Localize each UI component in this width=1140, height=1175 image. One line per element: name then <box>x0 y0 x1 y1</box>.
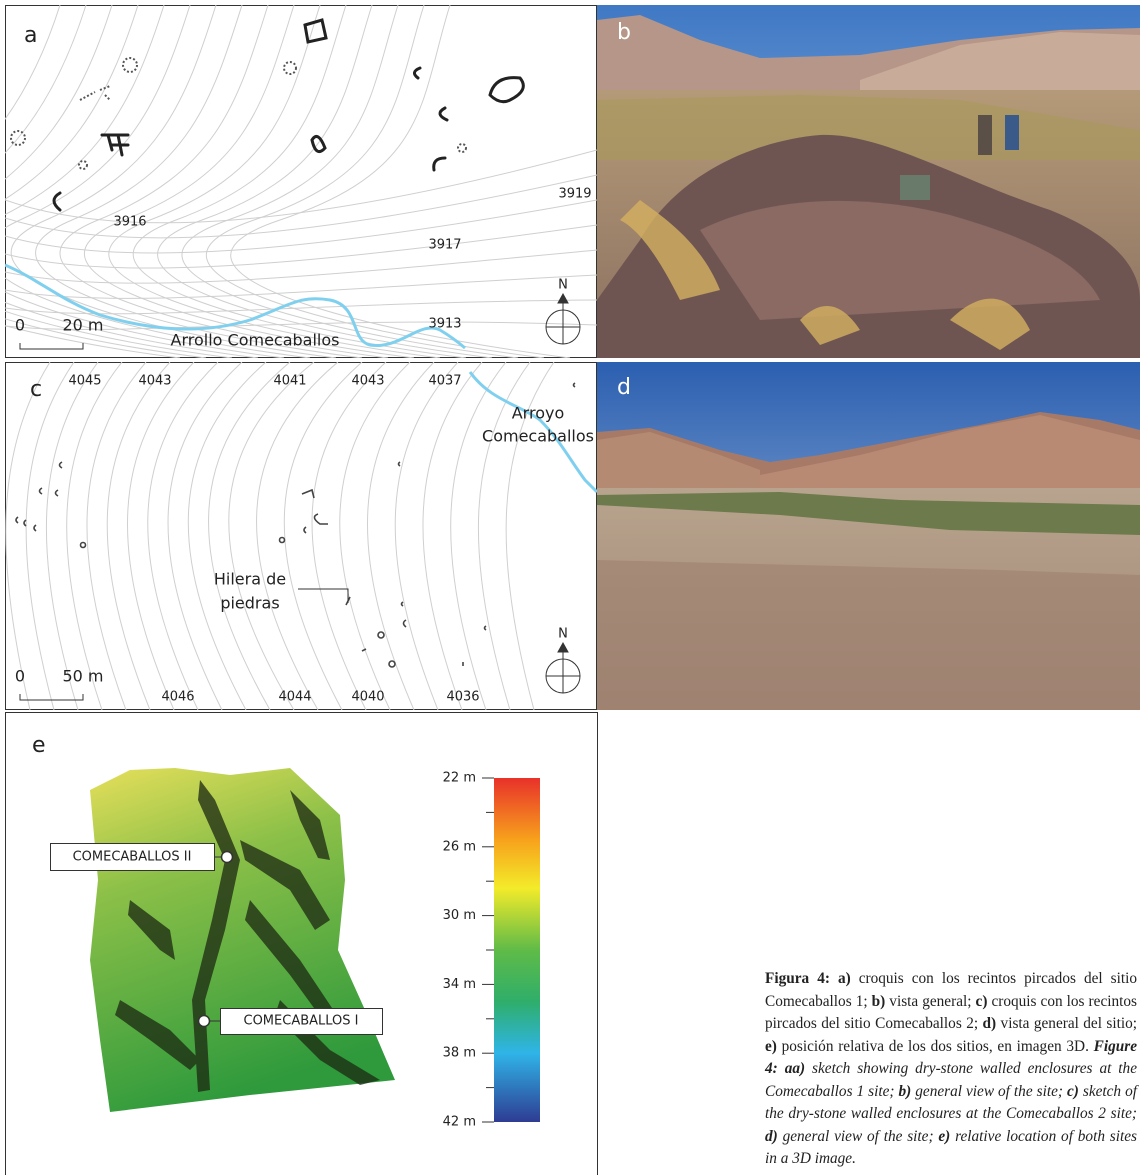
caption-run: c) <box>976 993 988 1010</box>
contour-label: 3919 <box>558 187 591 202</box>
scale-label: 20 m <box>62 316 103 335</box>
caption-run: vista general; <box>885 993 975 1010</box>
caption-run: d) <box>983 1015 997 1032</box>
colorbar-label: 42 m <box>443 1115 476 1130</box>
panel-label: b <box>617 20 631 45</box>
caption-run: d) <box>765 1128 778 1145</box>
contour-label: 4043 <box>138 374 171 389</box>
contour-label: 4043 <box>351 374 384 389</box>
colorbar-label: 34 m <box>443 977 476 992</box>
contour-label: 3917 <box>428 238 461 253</box>
contour-label: 3913 <box>428 317 461 332</box>
contour-label: 4037 <box>428 374 461 389</box>
contour-label: 3916 <box>113 215 146 230</box>
river-label: Arrollo Comecaballos <box>171 331 340 350</box>
photo <box>597 5 1140 358</box>
panel-frame <box>6 6 597 358</box>
colorbar-label: 30 m <box>443 908 476 923</box>
page: a 3916 3917 3919 3913 0 20 m Arrollo Com… <box>0 0 1140 1175</box>
caption-run: e) <box>765 1038 777 1055</box>
caption-run: c) <box>1067 1083 1079 1100</box>
scale-label: 50 m <box>62 667 103 686</box>
contour-label: 4041 <box>273 374 306 389</box>
feature-label: Hilera de <box>214 570 286 589</box>
river-label: Comecaballos <box>482 427 594 446</box>
colorbar-label: 26 m <box>443 839 476 854</box>
caption-run: b) <box>872 993 886 1010</box>
contour-label: 4036 <box>446 690 479 705</box>
caption-run: general view of the site; <box>911 1083 1067 1100</box>
caption-run: Figura 4: a) <box>765 970 851 987</box>
colorbar <box>494 778 540 1122</box>
caption-run: vista general del sitio; <box>996 1015 1137 1032</box>
panel-frame <box>6 363 597 710</box>
colorbar-axis: 22 m 26 m 30 m 34 m 38 m 42 m <box>443 771 494 1130</box>
contour-label: 4040 <box>351 690 384 705</box>
caption: Figura 4: a) croquis con los recintos pi… <box>765 968 1137 1171</box>
site-label: COMECABALLOS I <box>244 1014 359 1029</box>
caption-run: e) <box>938 1128 950 1145</box>
site-marker <box>222 852 233 863</box>
feature-label: piedras <box>220 594 279 613</box>
panel-label: c <box>30 377 42 402</box>
caption-run: general view of the site; <box>778 1128 939 1145</box>
caption-run: posición relativa de los dos sitios, en … <box>777 1038 1094 1055</box>
site-marker <box>199 1016 210 1027</box>
scale-label: 0 <box>15 316 25 335</box>
scale-label: 0 <box>15 667 25 686</box>
contour-label: 4046 <box>161 690 194 705</box>
caption-run: b) <box>899 1083 912 1100</box>
north-label: N <box>558 627 568 642</box>
north-label: N <box>558 278 568 293</box>
colorbar-label: 22 m <box>443 771 476 786</box>
photo <box>597 362 1140 710</box>
contour-label: 4045 <box>68 374 101 389</box>
panel-label: e <box>32 733 46 758</box>
site-label: COMECABALLOS II <box>73 850 192 865</box>
panel-label: a <box>24 23 37 48</box>
contour-label: 4044 <box>278 690 311 705</box>
panel-label: d <box>617 375 631 400</box>
colorbar-label: 38 m <box>443 1046 476 1061</box>
river-label: Arroyo <box>512 404 565 423</box>
terrain-3d <box>90 768 395 1112</box>
